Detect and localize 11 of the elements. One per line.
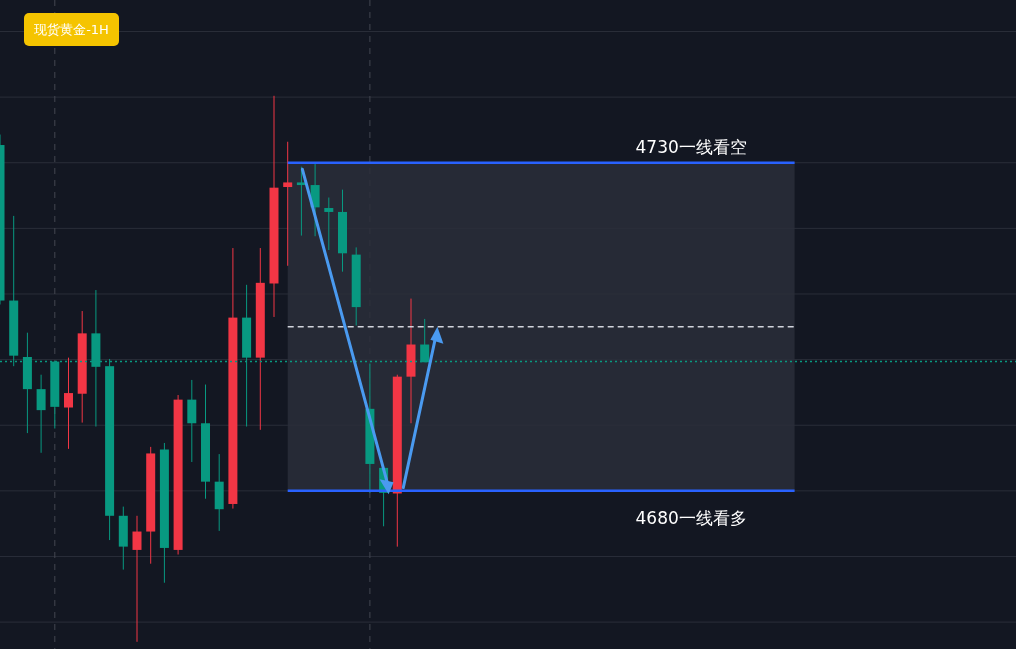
- candlestick: [132, 515, 142, 643]
- candlestick: [324, 197, 334, 251]
- candlestick: [187, 379, 197, 463]
- candlestick: [36, 374, 46, 454]
- candlestick: [296, 166, 306, 237]
- text: 现货黄金-1H: [34, 22, 109, 37]
- candlestick: [283, 141, 293, 267]
- candlestick: [310, 162, 320, 237]
- ref-line-label: 4730一线看空: [635, 136, 747, 157]
- candlestick: [64, 357, 73, 450]
- ref-line-label: 4680一线看多: [635, 507, 747, 528]
